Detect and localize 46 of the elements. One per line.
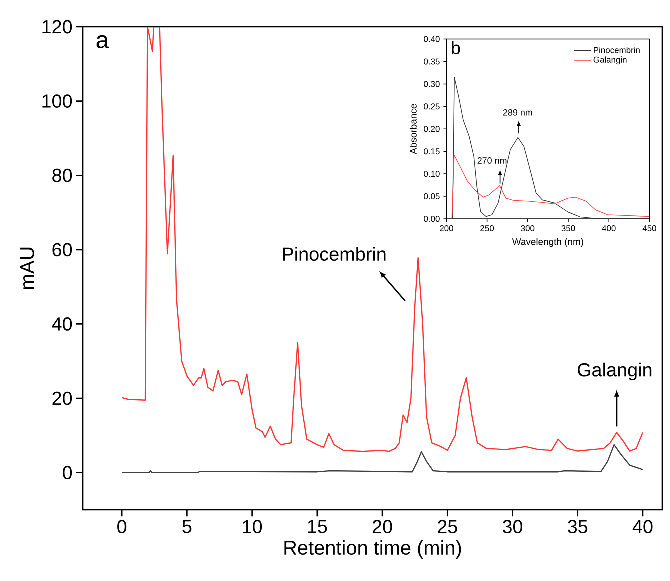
x-axis-title: Wavelength (nm) [512,238,584,248]
y-tick-label: 120 [42,20,72,34]
y-tick-label: 80 [52,168,72,182]
y-tick-label: 20 [52,392,72,406]
line-series [452,77,650,219]
y-tick-label: 0.00 [424,216,440,222]
y-tick-label: 0.10 [424,171,440,178]
x-tick-label: 200 [440,225,454,232]
y-tick-label: 0.15 [424,148,440,155]
line-series [452,154,650,219]
y-tick-label: 40 [52,318,72,331]
annotation: Pinocembrin [283,247,386,262]
x-tick-label: 300 [521,225,535,232]
x-tick-label: 30 [502,520,523,534]
x-tick-label: 15 [308,520,328,534]
x-tick-label: 35 [568,520,588,534]
x-tick-label: 5 [182,520,192,534]
annotation: 289 nm [503,109,532,116]
x-tick-label: 350 [562,225,576,232]
line-series [121,444,644,474]
x-axis-title: Retention time (min) [284,540,462,559]
y-axis-title: mAU [20,248,34,290]
y-tick-label: 0.05 [424,194,440,200]
annotation: Galangin [578,362,652,381]
y-tick-label: 100 [42,94,72,108]
x-tick-label: 0 [118,520,127,534]
x-tick-label: 25 [438,520,458,534]
legend-label: Galangin [594,56,627,65]
x-tick-label: 40 [632,520,653,534]
y-axis-title: Absorbance [410,104,417,154]
x-tick-label: 20 [372,520,392,534]
chart-title: a [96,35,110,49]
y-tick-label: 0.40 [424,36,440,42]
y-tick-label: 60 [52,243,72,257]
x-tick-label: 400 [602,225,616,232]
x-tick-label: 10 [243,520,262,534]
x-tick-label: 250 [480,225,494,232]
y-tick-label: 0.30 [424,81,440,88]
y-tick-label: 0.20 [424,126,440,132]
y-tick-label: 0 [63,466,72,480]
y-tick-label: 0.35 [424,58,440,65]
annotation: 270 nm [478,158,507,164]
y-tick-label: 0.25 [424,104,440,110]
legend-label: Pinocembrin [594,47,640,54]
x-tick-label: 450 [642,225,656,232]
chart-title: b [452,41,460,55]
